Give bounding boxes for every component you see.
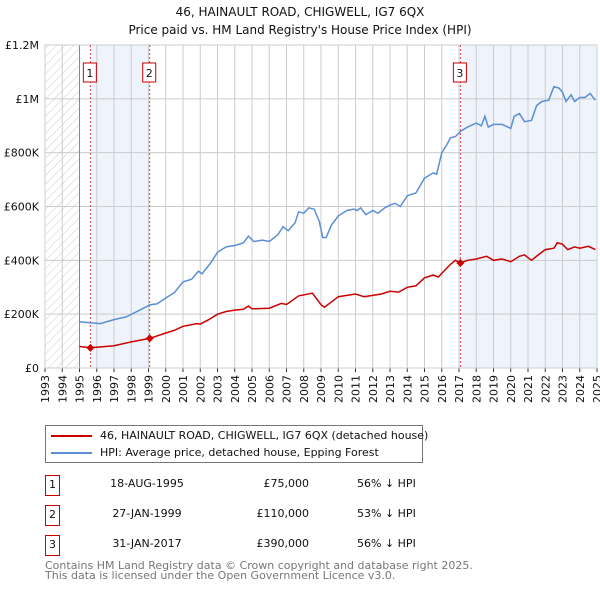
sale-hpi-diff: 56% ↓ HPI <box>357 537 416 550</box>
legend-label: HPI: Average price, detached house, Eppi… <box>100 446 379 459</box>
sale-label-box <box>82 62 97 83</box>
sale-price: £110,000 <box>256 507 310 520</box>
x-tick-label: 2009 <box>315 375 328 403</box>
sale-point <box>86 343 95 352</box>
x-tick-label: 1994 <box>56 375 69 403</box>
x-tick-label: 2018 <box>470 375 483 403</box>
x-tick-label: 2006 <box>263 375 276 403</box>
y-tick-label: £1M <box>16 93 40 106</box>
x-tick-label: 2005 <box>246 375 259 403</box>
sale-hpi-diff: 53% ↓ HPI <box>357 507 416 520</box>
x-tick-label: 2021 <box>522 375 535 403</box>
legend-item-hpi: HPI: Average price, detached house, Eppi… <box>46 445 422 461</box>
sale-label: 3 <box>456 67 463 80</box>
x-tick-label: 2013 <box>384 375 397 403</box>
sale-date: 27-JAN-1999 <box>112 507 182 520</box>
sale-hpi-diff: 56% ↓ HPI <box>357 477 416 490</box>
x-tick-label: 2025 <box>591 375 600 403</box>
x-tick-label: 2014 <box>401 375 414 403</box>
x-tick-label: 2023 <box>557 375 570 403</box>
x-tick-label: 2003 <box>212 375 225 403</box>
sale-date: 18-AUG-1995 <box>110 477 184 490</box>
sale-marker-badge: 1 <box>45 475 60 496</box>
legend-label: 46, HAINAULT ROAD, CHIGWELL, IG7 6QX (de… <box>100 429 429 442</box>
sale-label: 1 <box>86 67 93 80</box>
x-tick-label: 2016 <box>436 375 449 403</box>
x-tick-label: 2002 <box>194 375 207 403</box>
sale-label-box <box>142 62 157 83</box>
x-tick-label: 2000 <box>160 375 173 403</box>
legend-swatch-red <box>51 435 92 437</box>
sale-price: £390,000 <box>256 537 310 550</box>
plot-frame <box>44 44 598 369</box>
x-tick-label: 2010 <box>332 375 345 403</box>
y-tick-label: £400K <box>4 254 40 267</box>
x-tick-label: 2008 <box>298 375 311 403</box>
x-tick-label: 2004 <box>229 375 242 403</box>
chart-title: 46, HAINAULT ROAD, CHIGWELL, IG7 6QX <box>176 5 425 19</box>
x-tick-label: 2015 <box>419 375 432 403</box>
x-tick-label: 2022 <box>539 375 552 403</box>
legend-swatch-blue <box>51 452 92 454</box>
x-tick-label: 1996 <box>91 375 104 403</box>
chart-subtitle: Price paid vs. HM Land Registry's House … <box>128 23 471 37</box>
x-tick-label: 2007 <box>281 375 294 403</box>
y-tick-label: £600K <box>4 201 40 214</box>
x-tick-label: 2019 <box>488 375 501 403</box>
sale-label-box <box>452 62 467 83</box>
sale-marker-badge: 3 <box>45 535 60 556</box>
sale-price: £75,000 <box>263 477 310 490</box>
y-tick-label: £1.2M <box>5 39 39 52</box>
price-chart: 46, HAINAULT ROAD, CHIGWELL, IG7 6QX Pric… <box>4 5 600 403</box>
x-tick-label: 2011 <box>350 375 363 403</box>
x-tick-label: 1999 <box>143 375 156 403</box>
sale-label: 2 <box>146 67 153 80</box>
footer-licence: This data is licensed under the Open Gov… <box>45 569 396 582</box>
x-tick-label: 2024 <box>574 375 587 403</box>
x-tick-label: 2001 <box>177 375 190 403</box>
y-tick-label: £0 <box>25 362 39 375</box>
sale-date: 31-JAN-2017 <box>112 537 182 550</box>
sale-point <box>145 334 154 343</box>
x-tick-label: 1995 <box>74 375 87 403</box>
y-tick-label: £800K <box>4 147 40 160</box>
y-tick-label: £200K <box>4 308 40 321</box>
legend-item-property: 46, HAINAULT ROAD, CHIGWELL, IG7 6QX (de… <box>46 428 428 444</box>
footer-copyright: Contains HM Land Registry data © Crown c… <box>45 559 473 572</box>
x-tick-label: 1997 <box>108 375 121 403</box>
x-tick-label: 2012 <box>367 375 380 403</box>
x-tick-label: 1998 <box>125 375 138 403</box>
sale-point <box>456 259 465 268</box>
x-tick-label: 2020 <box>505 375 518 403</box>
sale-marker-badge: 2 <box>45 505 60 526</box>
legend: 46, HAINAULT ROAD, CHIGWELL, IG7 6QX (de… <box>45 425 428 463</box>
series-line <box>79 241 596 349</box>
x-tick-label: 2017 <box>453 375 466 403</box>
series-line <box>79 85 596 325</box>
x-tick-label: 1993 <box>39 375 52 403</box>
